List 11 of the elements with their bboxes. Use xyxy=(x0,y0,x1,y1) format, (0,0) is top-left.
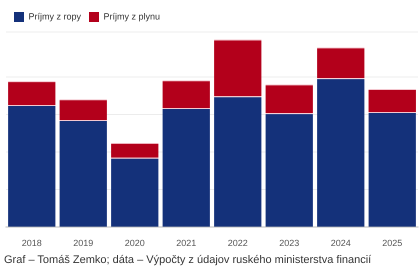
x-tick-label: 2020 xyxy=(124,238,145,248)
x-tick-label: 2024 xyxy=(330,238,351,248)
x-tick-label: 2025 xyxy=(382,238,402,248)
x-tick-label: 2021 xyxy=(176,238,196,248)
x-tick-label: 2022 xyxy=(228,238,248,248)
x-tick-label: 2018 xyxy=(22,238,42,248)
x-tick-label: 2023 xyxy=(279,238,300,248)
legend-label: Príjmy z ropy xyxy=(28,11,82,22)
x-tick-label: 2019 xyxy=(73,238,94,248)
text: Graf – Tomáš Zemko; dáta – Výpočty z údajov ruského ministerstva financií xyxy=(3,253,372,268)
legend-label: Príjmy z plynu xyxy=(104,11,160,22)
